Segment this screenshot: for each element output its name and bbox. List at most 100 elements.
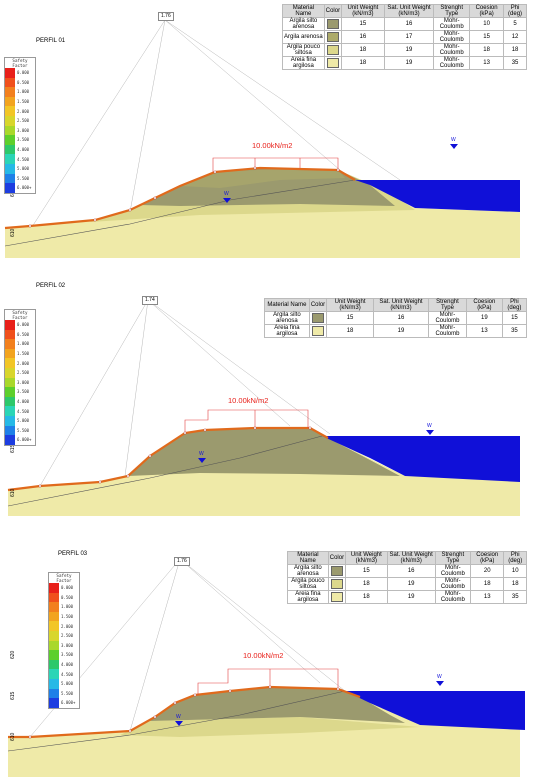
legend-row: 1.000 xyxy=(5,339,35,349)
table-row: Argila silto arenosa 15 16 Mohr-Coulomb 10 5 xyxy=(282,17,527,31)
phreatic-line xyxy=(4,179,356,247)
table-header-row: Material Name Color Unit Weight (kN/m3) Sat… xyxy=(264,298,528,312)
legend-row: 5.000 xyxy=(5,415,35,426)
legend-value: 0.500 xyxy=(17,79,30,85)
legend-swatch xyxy=(49,659,59,670)
legend-swatch xyxy=(49,650,59,660)
legend-swatch xyxy=(5,425,15,436)
table-header-cell: Strenght Type xyxy=(433,4,471,18)
table-row: Argila arenosa 16 17 Mohr-Coulomb 15 12 xyxy=(282,30,527,44)
water-marker-1: W xyxy=(198,451,206,463)
legend-row: 4.500 xyxy=(5,406,35,416)
legend-swatch xyxy=(49,602,59,612)
legend-value: 6.000+ xyxy=(17,185,32,191)
material-color-cell xyxy=(323,43,343,57)
table-row: Areia fina argilosa 18 19 Mohr-Coulomb 13 35 xyxy=(264,324,528,338)
slip-fan-lines xyxy=(29,19,401,231)
svg-text:W: W xyxy=(451,137,456,143)
cohesion-cell: 18 xyxy=(469,577,505,591)
table-header-cell: Color xyxy=(327,551,347,565)
material-color-cell xyxy=(323,56,343,70)
legend-row: 5.500 xyxy=(5,425,35,436)
legend-value: 1.500 xyxy=(17,99,30,105)
mesh-nodes xyxy=(28,166,340,228)
table-row: Argila pouco siltosa 18 19 Mohr-Coulomb 18 18 xyxy=(287,577,527,591)
material-color-cell xyxy=(323,30,343,44)
legend-swatch xyxy=(49,669,59,679)
cohesion-cell: 15 xyxy=(469,30,505,44)
svg-text:W: W xyxy=(199,451,204,457)
svg-text:W: W xyxy=(427,423,432,429)
legend-row: 4.000 xyxy=(5,396,35,407)
legend-row: 4.500 xyxy=(5,154,35,164)
table-row: Argila silto arenosa 15 16 Mohr-Coulomb 19 15 xyxy=(264,311,528,325)
legend-swatch xyxy=(49,688,59,699)
legend-row: 0.500 xyxy=(49,592,79,603)
sat-weight-cell: 17 xyxy=(383,30,435,44)
material-color-cell xyxy=(308,324,328,338)
distributed-load xyxy=(184,409,309,433)
load-label: 10.00kN/m2 xyxy=(243,651,283,660)
table-header-row: Material Name Color Unit Weight (kN/m3) Sat… xyxy=(287,551,527,565)
profile-title: PERFIL 01 xyxy=(36,38,66,44)
legend-value: 2.500 xyxy=(17,370,30,376)
elev-label-610: 610 xyxy=(10,732,16,741)
legend-row: 1.500 xyxy=(5,348,35,359)
phreatic-line xyxy=(7,690,346,752)
legend-swatch xyxy=(5,163,15,174)
svg-text:W: W xyxy=(176,714,181,720)
phi-cell: 35 xyxy=(503,590,527,604)
legend-value: 1.500 xyxy=(61,614,74,620)
legend-rows: 0.000 0.500 1.000 1.500 2.000 2.500 3.000 3.500… xyxy=(49,583,79,708)
layer-argila-pouco-siltosa xyxy=(120,717,420,737)
water-marker-1: W xyxy=(223,191,231,203)
sat-weight-cell: 16 xyxy=(386,564,436,578)
material-color-swatch xyxy=(326,58,339,68)
legend-row: 4.000 xyxy=(49,659,79,670)
material-name-cell: Argila silto arenosa xyxy=(264,311,310,325)
legend-swatch xyxy=(5,173,15,184)
layer-argila-silto-arenosa xyxy=(128,428,400,476)
legend-value: 3.000 xyxy=(17,127,30,133)
legend-value: 5.500 xyxy=(17,175,30,181)
material-name-cell: Argila silto arenosa xyxy=(287,564,329,578)
table-header-cell: Strenght Type xyxy=(434,551,472,565)
table-row: Argila silto arenosa 15 16 Mohr-Coulomb 20 10 xyxy=(287,564,527,578)
table-header-cell: Sat. Unit Weight (kN/m3) xyxy=(372,298,430,312)
legend-swatch xyxy=(5,125,15,136)
legend-row: 6.000+ xyxy=(49,698,79,708)
cohesion-cell: 19 xyxy=(465,311,503,325)
slope-section-2: 10.00kN/m2 W W 620 615 610 xyxy=(7,299,520,516)
legend-swatch xyxy=(49,678,59,689)
unit-weight-cell: 18 xyxy=(345,577,388,591)
legend-value: 4.000 xyxy=(17,399,30,405)
sat-weight-cell: 19 xyxy=(383,56,435,70)
cohesion-cell: 13 xyxy=(469,590,505,604)
legend-swatch xyxy=(5,377,15,388)
profile-panel-1: 10.00kN/m2 W W 620 615 610 PERFIL 01 1.7… xyxy=(0,0,543,262)
legend-value: 5.000 xyxy=(61,681,74,687)
legend-row: 2.500 xyxy=(5,115,35,126)
legend-value: 4.500 xyxy=(17,408,30,414)
material-color-cell xyxy=(327,564,347,578)
material-color-cell xyxy=(308,311,328,325)
load-label: 10.00kN/m2 xyxy=(228,396,268,405)
sat-weight-cell: 19 xyxy=(383,43,435,57)
profile-panel-3: 10.00kN/m2 W W 620 615 610 PERFIL 03 1.7… xyxy=(0,545,543,778)
legend-title: Safety Factor xyxy=(12,58,28,68)
legend-row: 5.500 xyxy=(49,688,79,699)
legend-swatch xyxy=(49,583,59,593)
legend-value: 6.000+ xyxy=(17,437,32,443)
slip-fan-lines xyxy=(39,299,331,487)
legend-swatch xyxy=(5,387,15,397)
legend-value: 4.000 xyxy=(17,147,30,153)
phi-cell: 12 xyxy=(503,30,527,44)
sat-weight-cell: 19 xyxy=(372,324,430,338)
legend-rows: 0.000 0.500 1.000 1.500 2.000 2.500 3.000 3.500… xyxy=(5,68,35,193)
material-name-cell: Argila silto arenosa xyxy=(282,17,325,31)
legend-value: 2.000 xyxy=(17,360,30,366)
table-header-cell: Phi (deg) xyxy=(503,4,527,18)
water-body xyxy=(322,436,520,482)
sat-weight-cell: 19 xyxy=(386,590,436,604)
elev-label-615: 615 xyxy=(10,691,16,700)
